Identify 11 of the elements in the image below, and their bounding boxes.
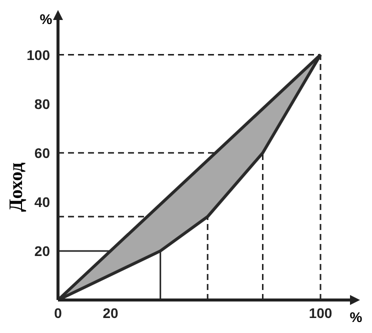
y-tick-label: 100 — [26, 46, 50, 63]
x-axis-title: % — [350, 309, 363, 325]
y-tick-label: 20 — [34, 242, 50, 259]
x-tick-label: 20 — [102, 304, 118, 321]
x-tick-label: 0 — [54, 304, 62, 321]
x-tick-label: 100 — [308, 304, 332, 321]
y-tick-label: 60 — [34, 144, 50, 161]
y-tick-label: 40 — [34, 194, 50, 210]
text: % — [40, 11, 53, 27]
y-tick-label: 80 — [34, 96, 50, 112]
y-axis-title: Доход — [6, 162, 27, 212]
